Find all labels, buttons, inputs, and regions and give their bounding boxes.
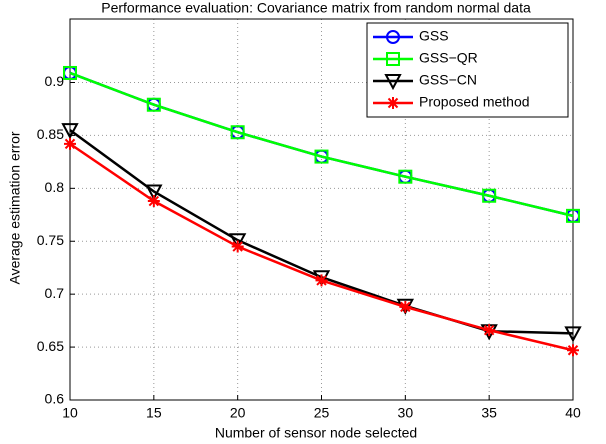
point [314, 149, 329, 164]
y-tick-label: 0.6 [45, 391, 65, 407]
legend-marker [386, 30, 400, 44]
legend-marker [384, 74, 402, 91]
y-tick-label: 0.65 [37, 338, 64, 354]
y-tick-label: 0.7 [45, 285, 65, 301]
point [398, 169, 413, 184]
x-tick-label: 30 [398, 405, 414, 421]
x-axis-label: Number of sensor node selected [215, 425, 417, 441]
legend-marker [387, 97, 399, 109]
legend-label: Proposed method [419, 94, 530, 110]
x-tick-label: 25 [314, 405, 330, 421]
point [315, 274, 328, 287]
x-tick-label: 40 [565, 405, 581, 421]
point [228, 233, 247, 250]
y-tick-label: 0.75 [37, 232, 64, 248]
point [147, 195, 160, 208]
point [564, 326, 582, 343]
point [63, 65, 77, 80]
point [566, 208, 580, 223]
point [145, 184, 163, 201]
point [483, 324, 496, 337]
legend-marker [386, 52, 400, 66]
y-axis-label: Average estimation error [7, 131, 23, 284]
point [230, 125, 245, 140]
x-tick-label: 35 [481, 405, 497, 421]
x-tick-label: 15 [146, 405, 162, 421]
y-tick-label: 0.8 [45, 179, 65, 195]
point [399, 300, 412, 313]
legend-label: GSS [419, 28, 449, 44]
point [64, 137, 76, 150]
x-tick-label: 20 [230, 405, 246, 421]
point [146, 97, 161, 112]
point [567, 344, 579, 357]
series-line [69, 71, 574, 218]
point [482, 188, 497, 203]
x-tick-label: 10 [62, 405, 78, 421]
point [231, 240, 244, 253]
chart-title: Performance evaluation: Covariance matri… [101, 0, 531, 16]
y-tick-label: 0.9 [45, 73, 65, 89]
legend-label: GSS−CN [419, 72, 477, 88]
y-tick-label: 0.85 [37, 126, 64, 142]
legend-label: GSS−QR [419, 50, 478, 66]
legend-box [366, 22, 569, 118]
point [61, 123, 79, 140]
